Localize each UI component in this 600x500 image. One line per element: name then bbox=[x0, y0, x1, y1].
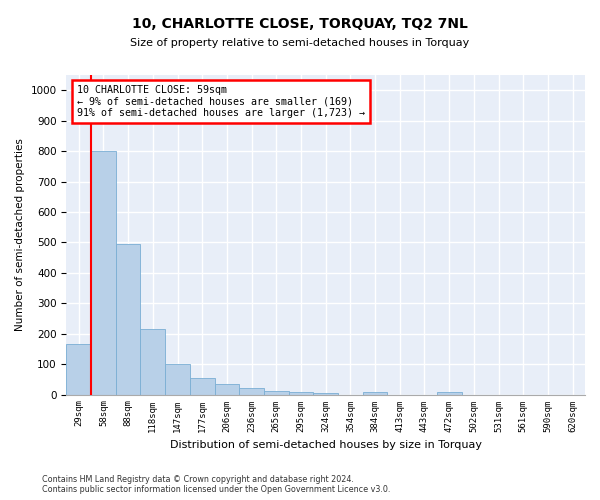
Bar bbox=[67, 344, 91, 395]
Text: 10, CHARLOTTE CLOSE, TORQUAY, TQ2 7NL: 10, CHARLOTTE CLOSE, TORQUAY, TQ2 7NL bbox=[132, 18, 468, 32]
Bar bbox=[116, 244, 140, 394]
Bar bbox=[91, 151, 116, 394]
Text: Contains HM Land Registry data © Crown copyright and database right 2024.: Contains HM Land Registry data © Crown c… bbox=[42, 475, 354, 484]
Bar bbox=[165, 364, 190, 394]
Text: Contains public sector information licensed under the Open Government Licence v3: Contains public sector information licen… bbox=[42, 485, 391, 494]
X-axis label: Distribution of semi-detached houses by size in Torquay: Distribution of semi-detached houses by … bbox=[170, 440, 482, 450]
Bar bbox=[239, 388, 264, 394]
Bar bbox=[140, 329, 165, 394]
Bar bbox=[289, 392, 313, 394]
Bar bbox=[363, 392, 388, 394]
Bar bbox=[215, 384, 239, 394]
Text: Size of property relative to semi-detached houses in Torquay: Size of property relative to semi-detach… bbox=[130, 38, 470, 48]
Bar bbox=[313, 393, 338, 394]
Y-axis label: Number of semi-detached properties: Number of semi-detached properties bbox=[15, 138, 25, 331]
Text: 10 CHARLOTTE CLOSE: 59sqm
← 9% of semi-detached houses are smaller (169)
91% of : 10 CHARLOTTE CLOSE: 59sqm ← 9% of semi-d… bbox=[77, 84, 365, 118]
Bar bbox=[437, 392, 461, 394]
Bar bbox=[264, 390, 289, 394]
Bar bbox=[190, 378, 215, 394]
